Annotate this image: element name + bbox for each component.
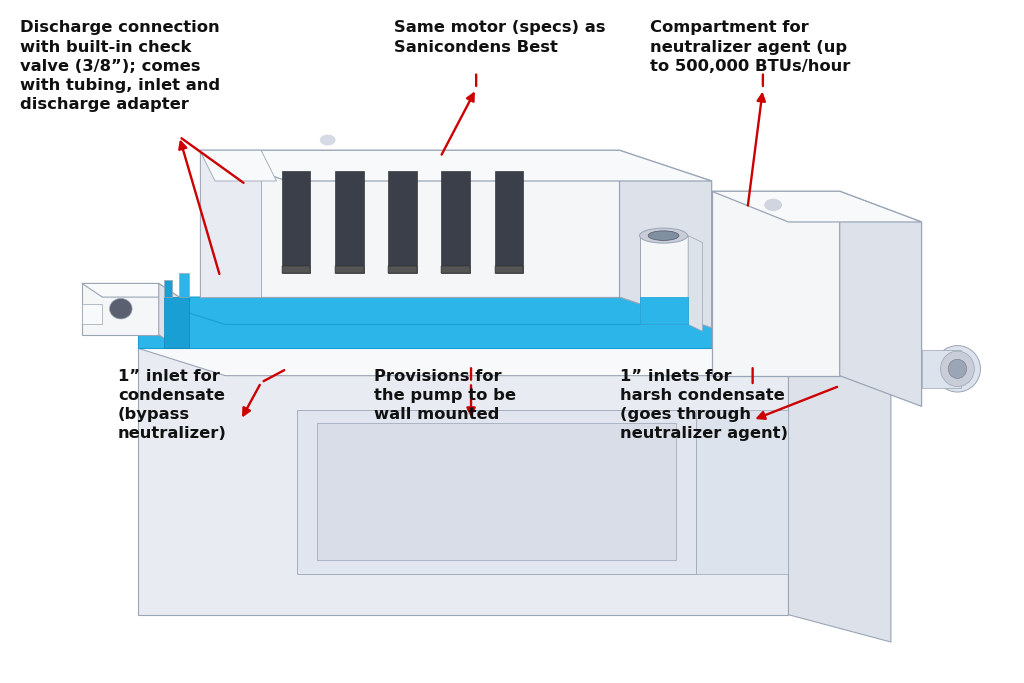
Polygon shape [922,350,961,388]
Polygon shape [138,348,891,376]
Circle shape [765,199,781,210]
Polygon shape [640,297,688,324]
Circle shape [321,135,335,145]
Polygon shape [200,150,276,181]
Polygon shape [138,348,788,615]
Ellipse shape [940,351,975,387]
Polygon shape [179,273,189,297]
Text: Same motor (specs) as
Sanicondens Best: Same motor (specs) as Sanicondens Best [394,20,606,55]
Text: Compartment for
neutralizer agent (up
to 500,000 BTUs/hour: Compartment for neutralizer agent (up to… [650,20,851,74]
Ellipse shape [648,231,679,240]
Polygon shape [441,266,470,273]
Polygon shape [788,348,891,642]
Text: Provisions for
the pump to be
wall mounted: Provisions for the pump to be wall mount… [374,369,516,422]
Polygon shape [164,280,172,297]
Polygon shape [335,266,364,273]
Polygon shape [388,171,417,273]
Ellipse shape [110,298,132,319]
Polygon shape [282,266,310,273]
Ellipse shape [639,228,688,243]
Polygon shape [297,410,696,574]
Polygon shape [282,171,310,273]
Polygon shape [441,171,470,273]
Ellipse shape [935,346,981,392]
Polygon shape [164,297,189,348]
Ellipse shape [948,359,967,378]
Polygon shape [317,423,676,560]
Polygon shape [335,171,364,273]
Polygon shape [82,304,102,324]
Polygon shape [712,191,840,376]
Polygon shape [495,266,523,273]
Text: Discharge connection
with built-in check
valve (3/8”); comes
with tubing, inlet : Discharge connection with built-in check… [20,20,220,112]
Polygon shape [388,266,417,273]
Polygon shape [620,150,712,328]
Polygon shape [200,150,712,181]
Polygon shape [138,297,891,324]
Polygon shape [495,171,523,273]
Polygon shape [712,191,922,222]
Polygon shape [788,297,891,376]
Polygon shape [696,410,788,574]
Polygon shape [82,283,179,297]
Polygon shape [200,150,620,297]
Text: 1” inlets for
harsh condensate
(goes through
neutralizer agent): 1” inlets for harsh condensate (goes thr… [620,369,787,441]
Polygon shape [688,236,702,331]
Polygon shape [640,236,688,324]
Polygon shape [840,191,922,406]
Polygon shape [138,297,788,348]
Text: 1” inlet for
condensate
(bypass
neutralizer): 1” inlet for condensate (bypass neutrali… [118,369,226,441]
Polygon shape [200,150,261,297]
Polygon shape [159,283,179,348]
Polygon shape [82,283,159,335]
